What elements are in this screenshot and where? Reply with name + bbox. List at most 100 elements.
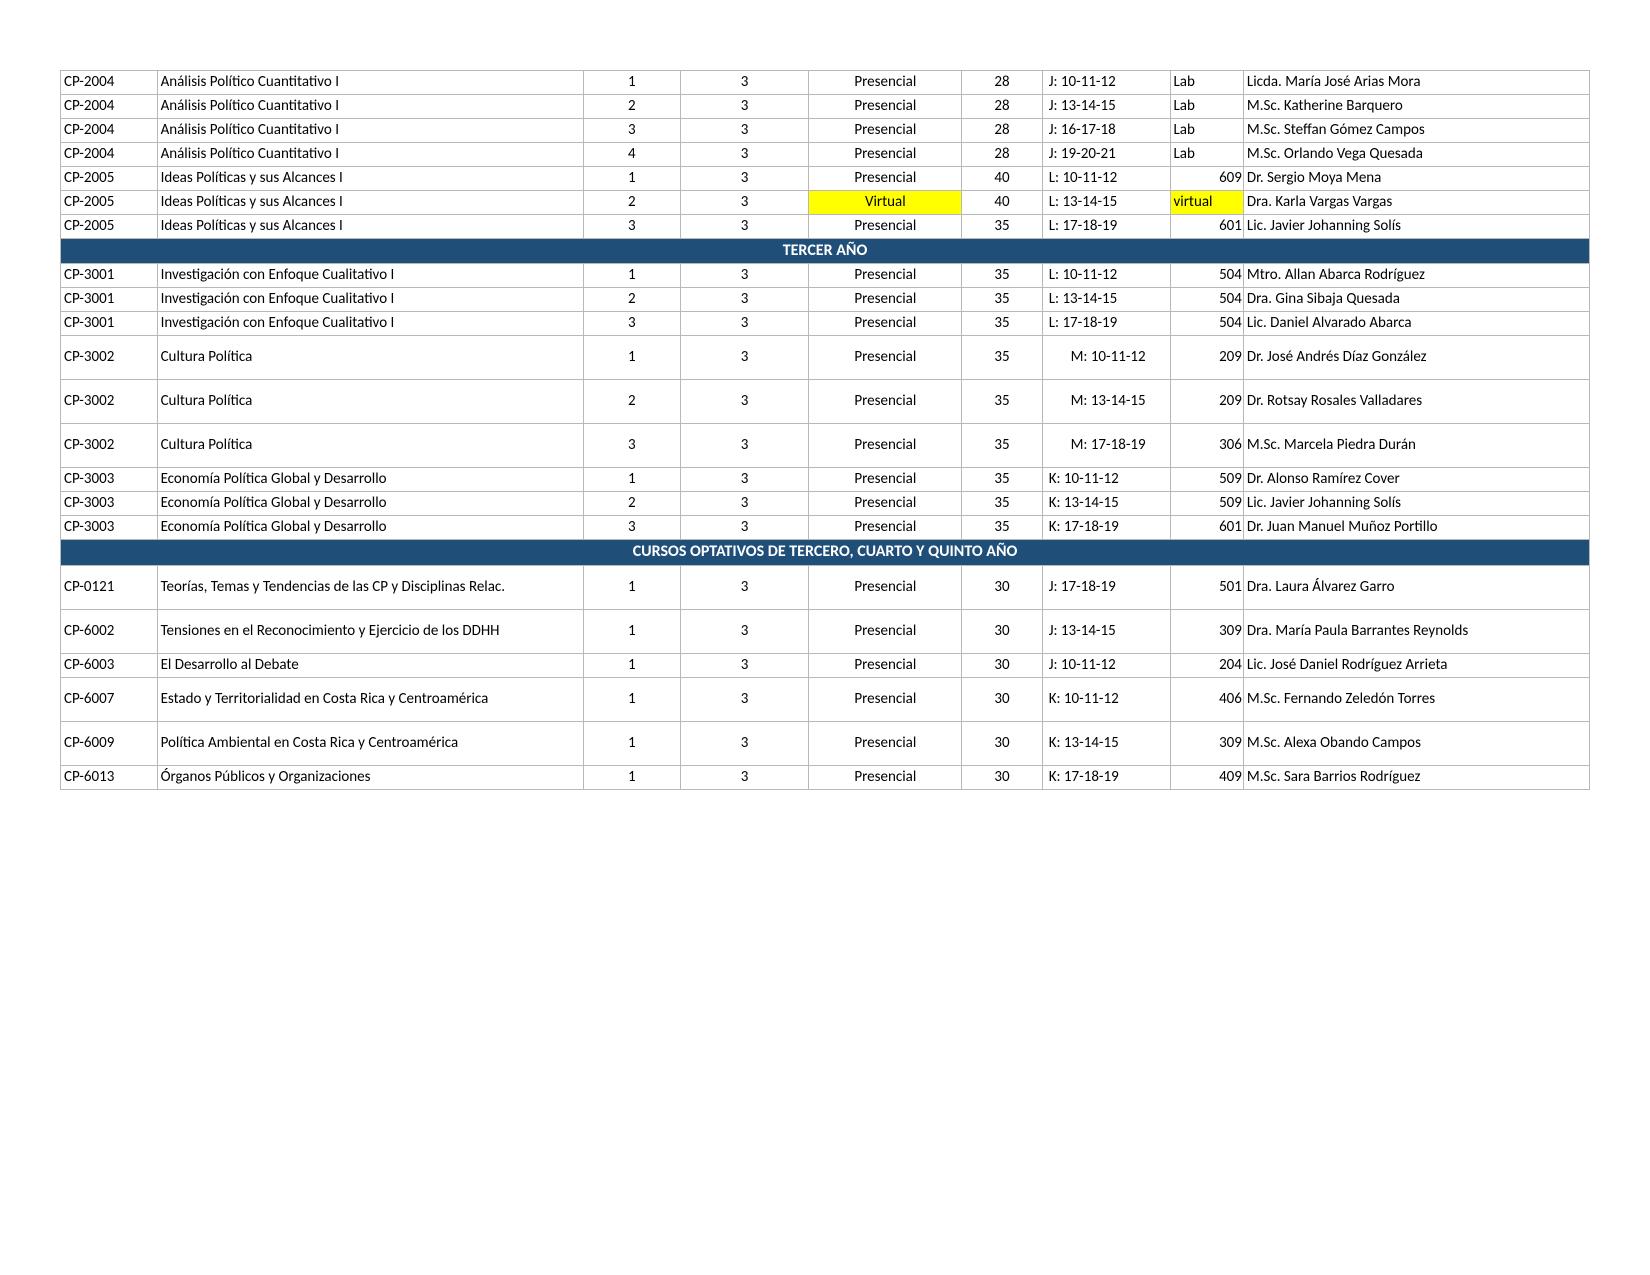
course-credits: 3 xyxy=(680,468,809,492)
course-instructor: Dr. Alonso Ramírez Cover xyxy=(1243,468,1589,492)
table-row: CP-2004Análisis Político Cuantitativo I4… xyxy=(61,143,1590,167)
course-instructor: M.Sc. Katherine Barquero xyxy=(1243,95,1589,119)
course-room: Lab xyxy=(1171,95,1243,119)
course-group: 1 xyxy=(584,336,681,380)
course-room: virtual xyxy=(1171,191,1243,215)
course-instructor: Licda. María José Arias Mora xyxy=(1243,71,1589,95)
course-name: Investigación con Enfoque Cualitativo I xyxy=(157,288,584,312)
course-code: CP-6009 xyxy=(61,721,158,765)
course-schedule: K: 13-14-15 xyxy=(1042,721,1171,765)
course-schedule: M: 10-11-12 xyxy=(1042,336,1171,380)
table-row: CP-6003El Desarrollo al Debate13Presenci… xyxy=(61,653,1590,677)
course-capacity: 35 xyxy=(962,492,1042,516)
course-group: 1 xyxy=(584,721,681,765)
course-code: CP-3001 xyxy=(61,288,158,312)
course-schedule: J: 17-18-19 xyxy=(1042,565,1171,609)
section-header: CURSOS OPTATIVOS DE TERCERO, CUARTO Y QU… xyxy=(61,540,1590,565)
course-credits: 3 xyxy=(680,336,809,380)
course-name: Economía Política Global y Desarrollo xyxy=(157,468,584,492)
course-code: CP-3003 xyxy=(61,492,158,516)
course-name: Cultura Política xyxy=(157,424,584,468)
course-credits: 3 xyxy=(680,167,809,191)
course-credits: 3 xyxy=(680,312,809,336)
course-instructor: Lic. Javier Johanning Solís xyxy=(1243,492,1589,516)
course-room: 309 xyxy=(1171,721,1243,765)
course-credits: 3 xyxy=(680,380,809,424)
course-modality: Presencial xyxy=(809,492,962,516)
course-name: Economía Política Global y Desarrollo xyxy=(157,516,584,540)
course-modality: Virtual xyxy=(809,191,962,215)
course-modality: Presencial xyxy=(809,71,962,95)
course-instructor: M.Sc. Marcela Piedra Durán xyxy=(1243,424,1589,468)
course-instructor: Mtro. Allan Abarca Rodríguez xyxy=(1243,264,1589,288)
course-name: Investigación con Enfoque Cualitativo I xyxy=(157,264,584,288)
course-name: Ideas Políticas y sus Alcances I xyxy=(157,215,584,239)
course-group: 3 xyxy=(584,119,681,143)
course-name: El Desarrollo al Debate xyxy=(157,653,584,677)
table-row: CP-2005Ideas Políticas y sus Alcances I3… xyxy=(61,215,1590,239)
course-room: 504 xyxy=(1171,264,1243,288)
course-modality: Presencial xyxy=(809,468,962,492)
course-code: CP-2004 xyxy=(61,95,158,119)
course-group: 1 xyxy=(584,609,681,653)
course-code: CP-2004 xyxy=(61,143,158,167)
course-capacity: 30 xyxy=(962,609,1042,653)
course-name: Análisis Político Cuantitativo I xyxy=(157,119,584,143)
course-room: 209 xyxy=(1171,380,1243,424)
course-credits: 3 xyxy=(680,721,809,765)
course-room: 209 xyxy=(1171,336,1243,380)
table-row: CP-3003Economía Política Global y Desarr… xyxy=(61,516,1590,540)
course-code: CP-2004 xyxy=(61,71,158,95)
course-room: 504 xyxy=(1171,312,1243,336)
course-modality: Presencial xyxy=(809,336,962,380)
course-capacity: 35 xyxy=(962,516,1042,540)
course-room: 306 xyxy=(1171,424,1243,468)
course-modality: Presencial xyxy=(809,721,962,765)
course-group: 1 xyxy=(584,167,681,191)
course-modality: Presencial xyxy=(809,677,962,721)
course-capacity: 35 xyxy=(962,312,1042,336)
course-code: CP-6013 xyxy=(61,765,158,789)
course-name: Cultura Política xyxy=(157,380,584,424)
course-instructor: Dra. Laura Álvarez Garro xyxy=(1243,565,1589,609)
course-group: 2 xyxy=(584,288,681,312)
course-schedule: K: 10-11-12 xyxy=(1042,677,1171,721)
course-group: 4 xyxy=(584,143,681,167)
course-credits: 3 xyxy=(680,119,809,143)
course-code: CP-3003 xyxy=(61,468,158,492)
course-credits: 3 xyxy=(680,492,809,516)
course-group: 3 xyxy=(584,516,681,540)
course-capacity: 35 xyxy=(962,264,1042,288)
course-room: 409 xyxy=(1171,765,1243,789)
course-code: CP-3001 xyxy=(61,264,158,288)
course-schedule: M: 17-18-19 xyxy=(1042,424,1171,468)
course-code: CP-2005 xyxy=(61,191,158,215)
course-schedule: L: 17-18-19 xyxy=(1042,312,1171,336)
table-row: CP-0121Teorías, Temas y Tendencias de la… xyxy=(61,565,1590,609)
course-capacity: 35 xyxy=(962,215,1042,239)
course-credits: 3 xyxy=(680,215,809,239)
course-code: CP-2004 xyxy=(61,119,158,143)
table-row: CP-3003Economía Política Global y Desarr… xyxy=(61,492,1590,516)
course-code: CP-6003 xyxy=(61,653,158,677)
course-instructor: M.Sc. Steffan Gómez Campos xyxy=(1243,119,1589,143)
course-name: Análisis Político Cuantitativo I xyxy=(157,71,584,95)
table-row: CP-3002Cultura Política13Presencial35M: … xyxy=(61,336,1590,380)
course-room: 601 xyxy=(1171,516,1243,540)
course-group: 3 xyxy=(584,215,681,239)
table-row: CP-6009Política Ambiental en Costa Rica … xyxy=(61,721,1590,765)
table-row: CP-2005Ideas Políticas y sus Alcances I1… xyxy=(61,167,1590,191)
course-capacity: 28 xyxy=(962,119,1042,143)
course-group: 1 xyxy=(584,677,681,721)
course-name: Cultura Política xyxy=(157,336,584,380)
course-schedule: J: 16-17-18 xyxy=(1042,119,1171,143)
course-room: 504 xyxy=(1171,288,1243,312)
course-name: Tensiones en el Reconocimiento y Ejercic… xyxy=(157,609,584,653)
course-modality: Presencial xyxy=(809,215,962,239)
course-room: Lab xyxy=(1171,119,1243,143)
course-instructor: M.Sc. Fernando Zeledón Torres xyxy=(1243,677,1589,721)
course-credits: 3 xyxy=(680,288,809,312)
course-modality: Presencial xyxy=(809,119,962,143)
course-instructor: Dr. Sergio Moya Mena xyxy=(1243,167,1589,191)
course-instructor: M.Sc. Orlando Vega Quesada xyxy=(1243,143,1589,167)
